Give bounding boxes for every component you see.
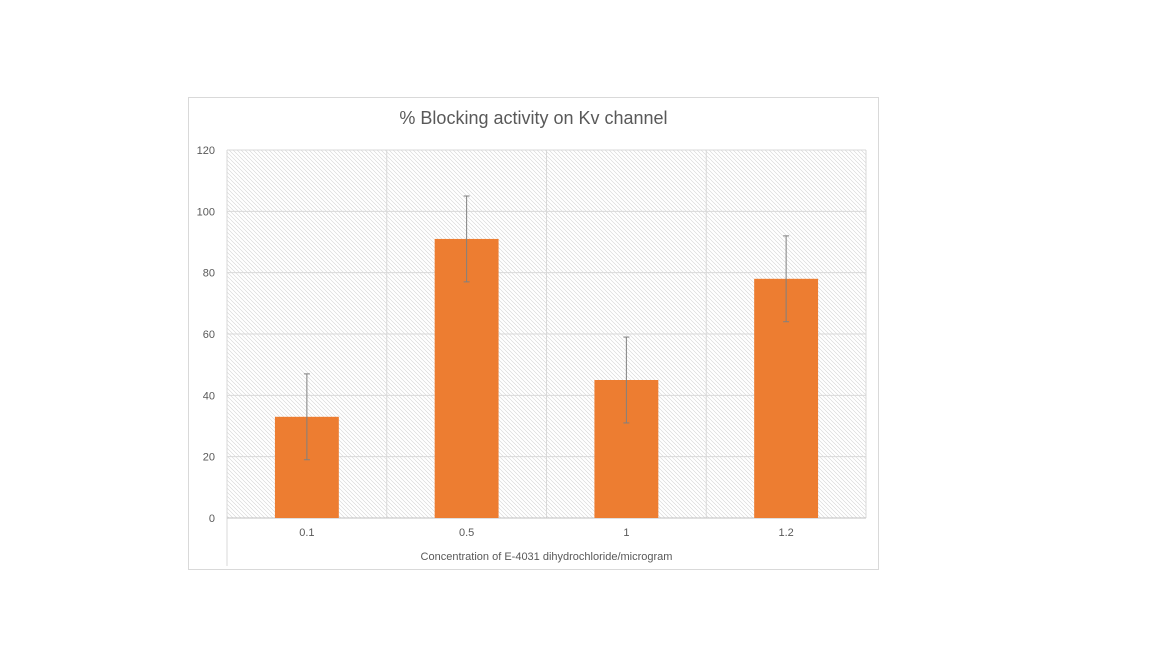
chart-title: % Blocking activity on Kv channel (399, 108, 668, 128)
x-tick-label: 1 (623, 527, 629, 539)
x-tick-label: 0.5 (459, 527, 474, 539)
error-bar-1 (623, 336, 630, 424)
error-bar-0.1 (303, 373, 310, 461)
bar-0.5 (434, 238, 499, 518)
y-tick-label: 0 (209, 513, 215, 525)
y-tick-label: 60 (203, 329, 215, 341)
chart-plot: 0 20 40 60 80 100 120 0.1 0.5 1 1.2 Concentration… (197, 145, 867, 566)
y-tick-label: 20 (203, 452, 215, 464)
y-tick-label: 100 (197, 206, 215, 218)
x-tick-label: 1.2 (778, 527, 793, 539)
error-bar-1.2 (783, 235, 790, 323)
y-tick-label: 40 (203, 390, 215, 402)
x-axis-label: Concentration of E-4031 dihydrochloride/… (421, 551, 673, 563)
y-tick-label: 80 (203, 268, 215, 280)
error-bar-0.5 (463, 195, 470, 283)
y-tick-label: 120 (197, 145, 215, 157)
x-tick-label: 0.1 (299, 527, 314, 539)
chart-frame: % Blocking activity on Kv channel 0 20 40 6… (188, 97, 879, 570)
